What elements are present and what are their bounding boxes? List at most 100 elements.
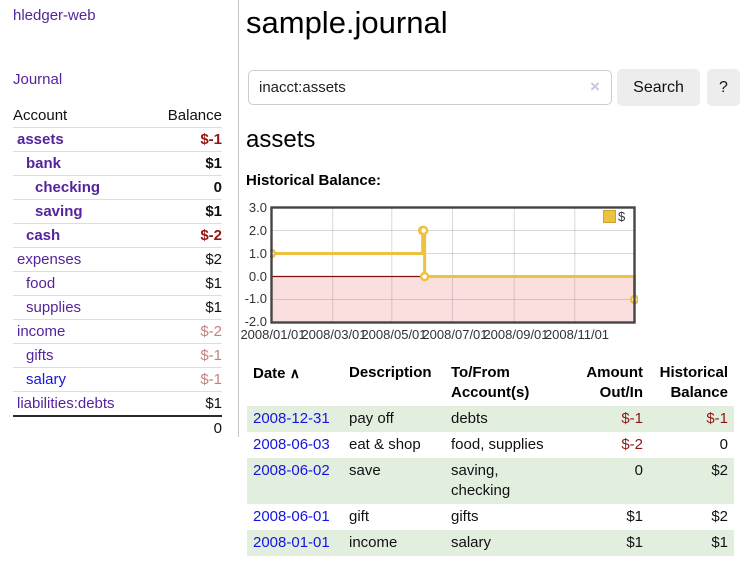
transaction-description: eat & shop — [349, 436, 421, 453]
account-balance: $-2 — [149, 319, 222, 344]
accounts-total-balance: 0 — [149, 415, 222, 440]
register-header-date[interactable]: Date ∧ — [253, 365, 300, 382]
transaction-balance: 0 — [719, 436, 728, 453]
account-link-checking[interactable]: checking — [35, 179, 101, 196]
x-axis-tick: 2008/11/01 — [544, 327, 610, 342]
y-axis-tick: -2.0 — [244, 314, 267, 329]
y-axis-tick: 0.0 — [248, 269, 267, 284]
account-link-salary[interactable]: salary — [26, 371, 67, 388]
account-balance: $1 — [149, 295, 222, 320]
account-link-gifts[interactable]: gifts — [26, 347, 54, 364]
account-link-supplies[interactable]: supplies — [26, 299, 82, 316]
account-balance: $-2 — [149, 223, 222, 248]
page-title: sample.journal — [246, 5, 448, 40]
account-row: bank $1 — [13, 151, 222, 176]
register-header-amount: Amount Out/In — [586, 364, 643, 401]
transaction-description: gift — [349, 508, 370, 525]
account-row: saving $1 — [13, 199, 222, 224]
account-balance: $1 — [149, 151, 222, 176]
accounts-header-balance: Balance — [149, 104, 222, 128]
transaction-date-link[interactable]: 2008-06-01 — [253, 508, 330, 525]
transaction-amount: $1 — [626, 508, 643, 525]
transaction-date-link[interactable]: 2008-12-31 — [253, 410, 330, 427]
account-row: liabilities:debts $1 — [13, 391, 222, 417]
search-input[interactable] — [248, 70, 612, 105]
register-header-description: Description — [349, 364, 432, 381]
account-link-cash[interactable]: cash — [26, 227, 61, 244]
account-balance: $1 — [149, 391, 222, 417]
register-header-row: Date ∧ Description To/From Account(s) Am… — [247, 360, 734, 406]
transaction-amount: $1 — [564, 530, 649, 556]
transaction-accounts: salary — [445, 530, 564, 556]
transaction-balance: $1 — [649, 530, 734, 556]
account-link-assets[interactable]: assets — [17, 131, 64, 148]
account-row: gifts $-1 — [13, 343, 222, 368]
account-balance: $-1 — [149, 127, 222, 152]
accounts-table: Account Balance assets $-1 bank $1 checkin… — [13, 104, 222, 440]
sidebar-item-journal[interactable]: Journal — [13, 71, 63, 88]
search-button[interactable]: Search — [617, 69, 700, 106]
transaction-accounts: saving, checking — [445, 458, 564, 504]
account-balance: $1 — [149, 271, 222, 296]
chart-negative-region — [272, 276, 634, 322]
register-row: 2008-06-01 gift gifts $1 $2 — [247, 504, 734, 530]
transaction-accounts: gifts — [451, 508, 479, 525]
account-row: checking 0 — [13, 175, 222, 200]
transaction-balance: $-1 — [649, 406, 734, 432]
transaction-description: income — [343, 530, 445, 556]
accounts-header-row: Account Balance — [13, 104, 222, 128]
transaction-date-link[interactable]: 2008-01-01 — [253, 534, 330, 551]
clear-search-icon[interactable]: × — [590, 77, 600, 96]
legend-label: $ — [618, 209, 626, 224]
register-row: 2008-06-03 eat & shop food, supplies $-2… — [247, 432, 734, 458]
x-axis-tick: 2008/01/01 — [240, 327, 306, 342]
sidebar-divider — [238, 0, 239, 437]
register-row: 2008-12-31 pay off debts $-1 $-1 — [247, 406, 734, 432]
account-row: food $1 — [13, 271, 222, 296]
transaction-amount: 0 — [564, 458, 649, 504]
transaction-amount: $-2 — [621, 436, 643, 453]
balance-chart — [270, 206, 638, 324]
register-row: 2008-06-02 save saving, checking 0 $2 — [247, 458, 734, 504]
account-link-liabilities-debts[interactable]: liabilities:debts — [17, 395, 115, 412]
account-balance: 0 — [149, 175, 222, 200]
account-link-saving[interactable]: saving — [35, 203, 83, 220]
account-row: expenses $2 — [13, 247, 222, 272]
account-link-food[interactable]: food — [26, 275, 56, 292]
accounts-total-row: 0 — [13, 415, 222, 440]
account-row: income $-2 — [13, 319, 222, 344]
chart-data-point — [418, 225, 429, 236]
account-balance: $1 — [149, 199, 222, 224]
account-balance: $-1 — [149, 343, 222, 368]
app-title-link[interactable]: hledger-web — [13, 7, 96, 24]
help-button[interactable]: ? — [707, 69, 740, 106]
account-heading: assets — [246, 126, 316, 153]
account-row: salary $-1 — [13, 367, 222, 392]
chart-border — [270, 206, 636, 324]
transaction-amount: $-1 — [564, 406, 649, 432]
transaction-description: save — [343, 458, 445, 504]
account-row: assets $-1 — [13, 127, 222, 152]
account-link-expenses[interactable]: expenses — [17, 251, 82, 268]
transaction-date-link[interactable]: 2008-06-02 — [253, 462, 330, 479]
chart-data-point — [419, 271, 430, 282]
legend-swatch — [603, 210, 616, 223]
y-axis-tick: 2.0 — [248, 223, 267, 238]
transaction-balance: $2 — [711, 508, 728, 525]
account-balance: $-1 — [149, 367, 222, 392]
transaction-date-link[interactable]: 2008-06-03 — [253, 436, 330, 453]
account-balance: $2 — [149, 247, 222, 272]
account-link-income[interactable]: income — [17, 323, 66, 340]
sort-up-icon: ∧ — [289, 365, 300, 381]
x-axis-tick: 2008/03/01 — [301, 327, 367, 342]
register-table: Date ∧ Description To/From Account(s) Am… — [247, 360, 734, 556]
y-axis-tick: 3.0 — [248, 200, 267, 215]
account-row: supplies $1 — [13, 295, 222, 320]
register-header-balance: Historical Balance — [659, 364, 728, 401]
account-link-bank[interactable]: bank — [26, 155, 62, 172]
transaction-balance: $2 — [649, 458, 734, 504]
x-axis-tick: 2008/07/01 — [422, 327, 488, 342]
transaction-description: pay off — [343, 406, 445, 432]
register-row: 2008-01-01 income salary $1 $1 — [247, 530, 734, 556]
